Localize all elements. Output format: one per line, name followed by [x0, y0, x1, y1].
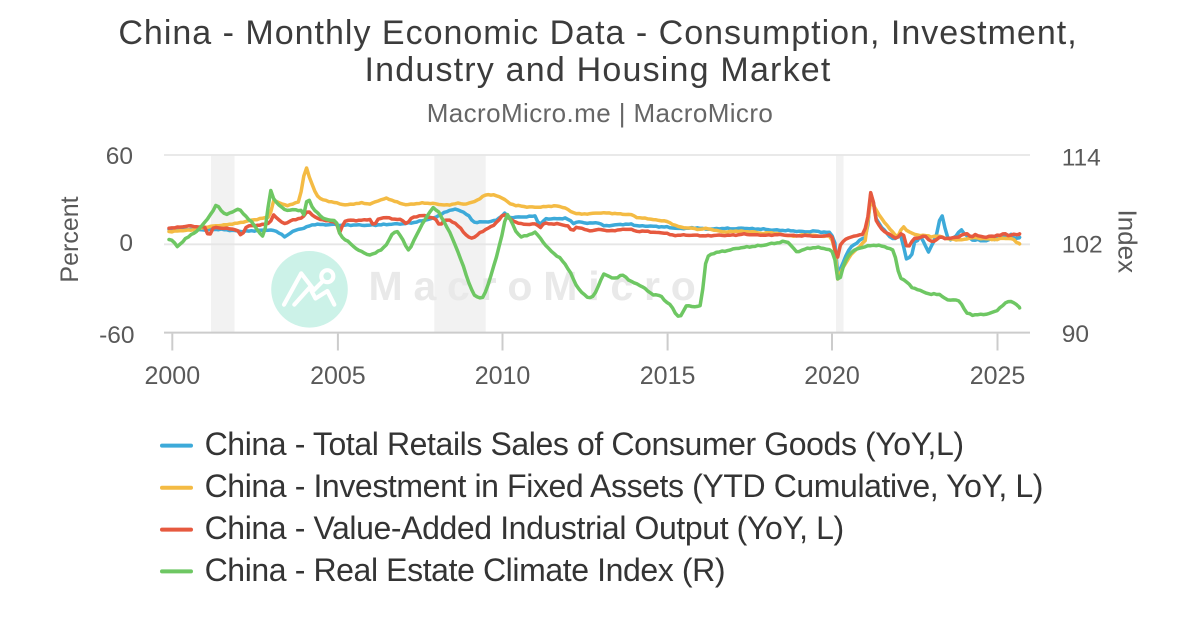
svg-text:China - Monthly Economic Data: China - Monthly Economic Data - Consumpt… — [118, 14, 1077, 52]
svg-text:2020: 2020 — [804, 362, 860, 390]
svg-text:China - Value-Added Industrial: China - Value-Added Industrial Output (Y… — [205, 510, 844, 546]
svg-text:2000: 2000 — [144, 362, 200, 390]
svg-text:Percent: Percent — [56, 196, 84, 282]
svg-text:2025: 2025 — [970, 362, 1026, 390]
svg-text:60: 60 — [106, 143, 133, 170]
svg-text:0: 0 — [119, 230, 133, 257]
svg-text:Industry and Housing Market: Industry and Housing Market — [364, 51, 831, 89]
svg-text:China - Total Retails Sales of: China - Total Retails Sales of Consumer … — [205, 426, 964, 462]
svg-text:2015: 2015 — [640, 362, 696, 390]
svg-text:2005: 2005 — [310, 362, 366, 390]
svg-text:102: 102 — [1062, 232, 1103, 259]
svg-text:2010: 2010 — [475, 362, 531, 390]
svg-text:China - Real Estate Climate In: China - Real Estate Climate Index (R) — [205, 552, 726, 588]
svg-text:114: 114 — [1062, 144, 1101, 171]
svg-text:MacroMicro: MacroMicro — [369, 263, 707, 309]
svg-text:Index: Index — [1113, 209, 1143, 273]
svg-text:China - Investment in Fixed As: China - Investment in Fixed Assets (YTD … — [205, 468, 1043, 504]
svg-text:-60: -60 — [99, 322, 134, 349]
svg-text:MacroMicro.me | MacroMicro: MacroMicro.me | MacroMicro — [427, 98, 774, 128]
svg-text:90: 90 — [1062, 321, 1089, 348]
